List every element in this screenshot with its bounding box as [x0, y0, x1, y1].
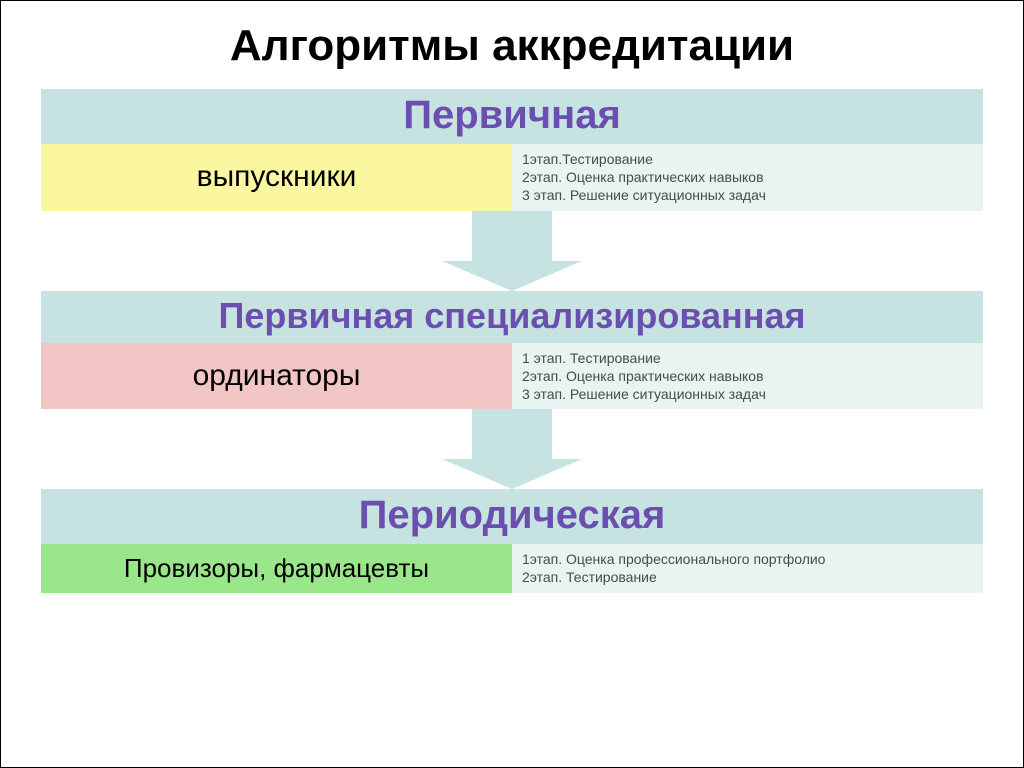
arrow-icon: [442, 211, 582, 291]
block-left: выпускники: [41, 144, 512, 211]
arrow-head: [442, 261, 582, 291]
block-header: Периодическая: [41, 489, 983, 544]
stage-line: 2этап. Тестирование: [522, 568, 973, 586]
slide: Алгоритмы аккредитации Первичная выпускн…: [0, 0, 1024, 768]
arrow-shaft: [472, 211, 552, 261]
block-right: 1этап.Тестирование 2этап. Оценка практич…: [512, 144, 983, 211]
block-specialized: Первичная специализированная ординаторы …: [41, 291, 983, 410]
stage-line: 3 этап. Решение ситуационных задач: [522, 186, 973, 204]
stage-line: 3 этап. Решение ситуационных задач: [522, 385, 973, 403]
block-subrow: Провизоры, фармацевты 1этап. Оценка проф…: [41, 544, 983, 592]
block-subrow: выпускники 1этап.Тестирование 2этап. Оце…: [41, 144, 983, 211]
stage-line: 1 этап. Тестирование: [522, 349, 973, 367]
stage-line: 2этап. Оценка практических навыков: [522, 367, 973, 385]
stage-line: 1этап. Оценка профессионального портфоли…: [522, 550, 973, 568]
arrow-down: [41, 409, 983, 489]
block-left: Провизоры, фармацевты: [41, 544, 512, 592]
arrow-icon: [442, 409, 582, 489]
block-right: 1этап. Оценка профессионального портфоли…: [512, 544, 983, 592]
block-header: Первичная: [41, 89, 983, 144]
arrow-shaft: [472, 409, 552, 459]
block-right: 1 этап. Тестирование 2этап. Оценка практ…: [512, 343, 983, 410]
block-primary: Первичная выпускники 1этап.Тестирование …: [41, 89, 983, 211]
arrow-head: [442, 459, 582, 489]
block-left: ординаторы: [41, 343, 512, 410]
arrow-down: [41, 211, 983, 291]
block-subrow: ординаторы 1 этап. Тестирование 2этап. О…: [41, 343, 983, 410]
block-periodic: Периодическая Провизоры, фармацевты 1эта…: [41, 489, 983, 592]
stage-line: 2этап. Оценка практических навыков: [522, 168, 973, 186]
stage-line: 1этап.Тестирование: [522, 150, 973, 168]
block-header: Первичная специализированная: [41, 291, 983, 343]
page-title: Алгоритмы аккредитации: [41, 21, 983, 71]
